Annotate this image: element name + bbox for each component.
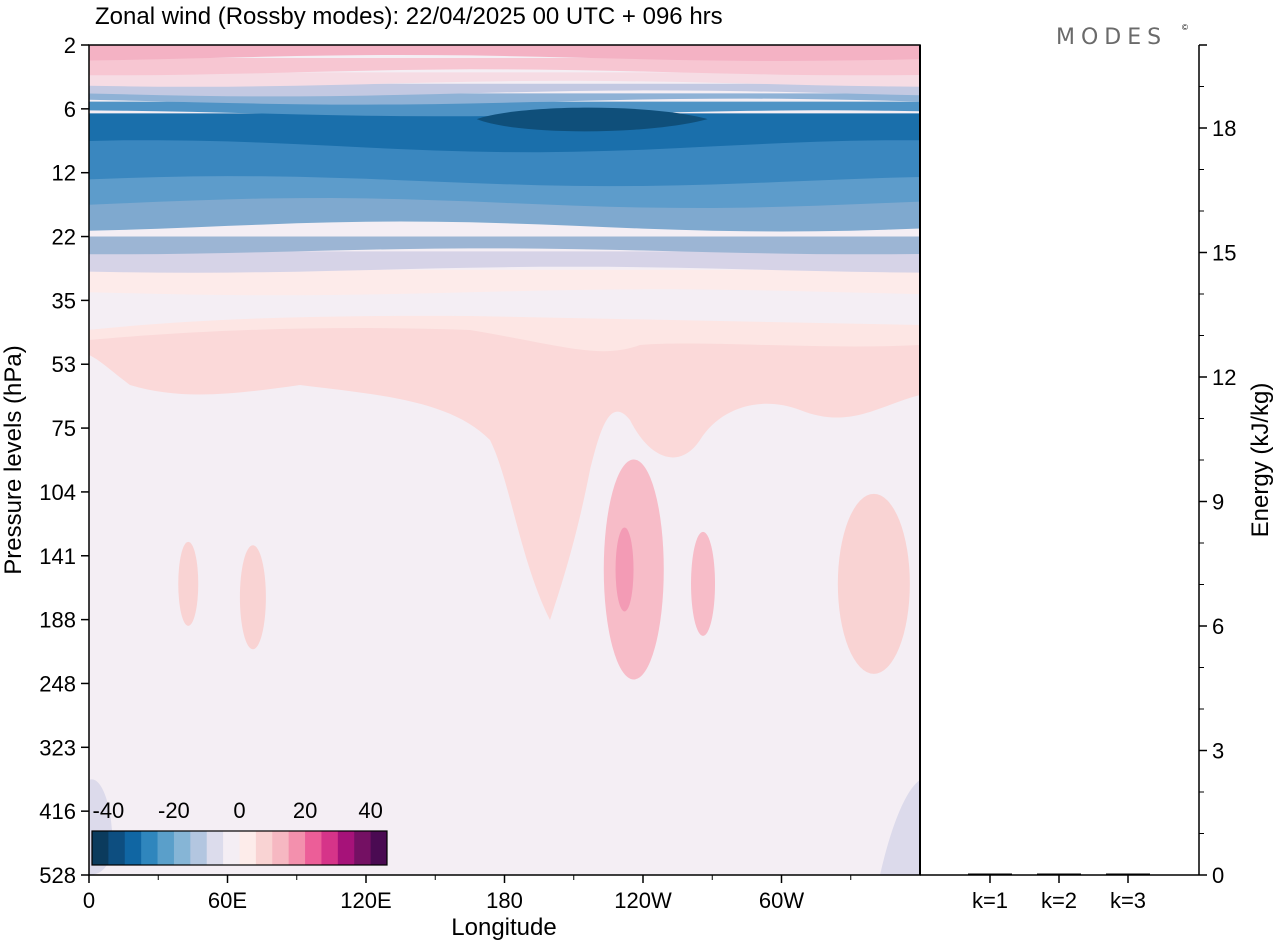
colorbar-swatch bbox=[124, 831, 142, 865]
colorbar-tick-label: -40 bbox=[93, 798, 125, 823]
pressure-tick-label: 75 bbox=[52, 416, 76, 441]
modes-logo-mark: © bbox=[1182, 23, 1188, 32]
pink-ring-1 bbox=[603, 459, 664, 680]
pressure-tick-label: 104 bbox=[39, 480, 76, 505]
colorbar: -40 -20 0 20 40 bbox=[91, 798, 388, 866]
modes-logo: MODES © bbox=[1056, 23, 1188, 50]
lavender-patch-se bbox=[880, 780, 920, 875]
longitude-tick-label: 120W bbox=[614, 888, 672, 913]
energy-tick-label: 9 bbox=[1212, 490, 1224, 515]
energy-category-label: k=1 bbox=[972, 888, 1008, 913]
energy-tick-label: 15 bbox=[1212, 241, 1236, 266]
pressure-tick-label: 2 bbox=[64, 33, 76, 58]
energy-tick-label: 6 bbox=[1212, 614, 1224, 639]
longitude-axis: 0 60E 120E 180 120W 60W bbox=[83, 875, 852, 913]
pink-core-1 bbox=[615, 527, 634, 612]
colorbar-swatch bbox=[354, 831, 372, 865]
colorbar-swatch bbox=[157, 831, 175, 865]
modes-logo-text: MODES bbox=[1056, 25, 1167, 50]
pressure-axis: 2 6 12 22 35 53 75 104 141 188 248 323 416 528 bbox=[39, 33, 89, 888]
energy-tick-label: 12 bbox=[1212, 365, 1236, 390]
colorbar-swatch bbox=[305, 831, 322, 865]
pressure-tick-label: 248 bbox=[39, 671, 76, 696]
pressure-tick-label: 35 bbox=[52, 288, 76, 313]
energy-tick-label: 3 bbox=[1212, 739, 1224, 764]
upper-pink-fringe bbox=[89, 315, 920, 352]
pink-lobe-2 bbox=[691, 531, 716, 636]
colorbar-swatch bbox=[370, 831, 388, 865]
colorbar-swatch bbox=[272, 831, 290, 865]
pressure-tick-label: 141 bbox=[39, 544, 76, 569]
light-lobe-e bbox=[837, 493, 910, 674]
pressure-tick-label: 416 bbox=[39, 799, 76, 824]
colorbar-swatch bbox=[288, 831, 306, 865]
y-axis-label: Pressure levels (hPa) bbox=[0, 345, 27, 574]
energy-bar bbox=[968, 873, 1012, 875]
colorbar-swatch bbox=[141, 831, 158, 865]
pressure-tick-label: 12 bbox=[52, 161, 76, 186]
energy-tick-label: 18 bbox=[1212, 116, 1236, 141]
wind-band bbox=[89, 83, 920, 97]
wind-band bbox=[89, 72, 920, 87]
wind-band bbox=[89, 138, 920, 187]
longitude-tick-label: 120E bbox=[340, 888, 391, 913]
colorbar-swatch bbox=[108, 831, 126, 865]
energy-bar bbox=[1106, 873, 1150, 875]
zonal-wind-contour-field bbox=[89, 45, 920, 875]
pressure-tick-label: 528 bbox=[39, 863, 76, 888]
colorbar-swatch bbox=[206, 831, 224, 865]
colorbar-swatch bbox=[255, 831, 273, 865]
pressure-tick-label: 53 bbox=[52, 352, 76, 377]
wind-band bbox=[89, 113, 920, 153]
upper-pink-plume bbox=[89, 318, 920, 620]
colorbar-swatch bbox=[337, 831, 355, 865]
wind-band bbox=[89, 251, 920, 273]
x-axis-label: Longitude bbox=[451, 914, 556, 941]
colorbar-swatch bbox=[190, 831, 208, 865]
colorbar-swatch bbox=[173, 831, 191, 865]
wind-band bbox=[89, 57, 920, 76]
max-wind-core bbox=[476, 107, 708, 132]
longitude-tick-label: 60W bbox=[759, 888, 804, 913]
wind-band bbox=[89, 269, 920, 296]
wind-band bbox=[89, 101, 920, 117]
colorbar-swatch bbox=[223, 831, 240, 865]
colorbar-swatch bbox=[239, 831, 257, 865]
light-lobe-w1 bbox=[178, 541, 199, 626]
longitude-tick-label: 60E bbox=[208, 888, 247, 913]
wind-band bbox=[89, 236, 920, 255]
light-lobe-w2 bbox=[239, 545, 266, 650]
colorbar-tick-label: -20 bbox=[158, 798, 190, 823]
pressure-tick-label: 188 bbox=[39, 608, 76, 633]
wind-band bbox=[89, 45, 920, 61]
longitude-tick-label: 180 bbox=[486, 888, 523, 913]
longitude-tick-label: 0 bbox=[83, 888, 95, 913]
energy-category-label: k=3 bbox=[1110, 888, 1146, 913]
energy-category-label: k=2 bbox=[1041, 888, 1077, 913]
energy-axis-label: Energy (kJ/kg) bbox=[1247, 383, 1274, 538]
energy-tick-label: 0 bbox=[1212, 863, 1224, 888]
colorbar-tick-label: 0 bbox=[233, 798, 245, 823]
energy-bar bbox=[1037, 873, 1081, 875]
colorbar-swatch bbox=[321, 831, 339, 865]
energy-panel: 0 3 6 9 12 15 18 k=1 k=2 k=3 Energy (kJ/kg) bbox=[919, 44, 1274, 913]
pressure-tick-label: 22 bbox=[52, 225, 76, 250]
colorbar-tick-label: 20 bbox=[293, 798, 317, 823]
pressure-tick-label: 6 bbox=[64, 97, 76, 122]
chart-title: Zonal wind (Rossby modes): 22/04/2025 00… bbox=[95, 3, 723, 30]
colorbar-swatch bbox=[92, 831, 109, 865]
colorbar-frame bbox=[91, 830, 388, 866]
colorbar-tick-label: 40 bbox=[358, 798, 382, 823]
pressure-tick-label: 323 bbox=[39, 735, 76, 760]
